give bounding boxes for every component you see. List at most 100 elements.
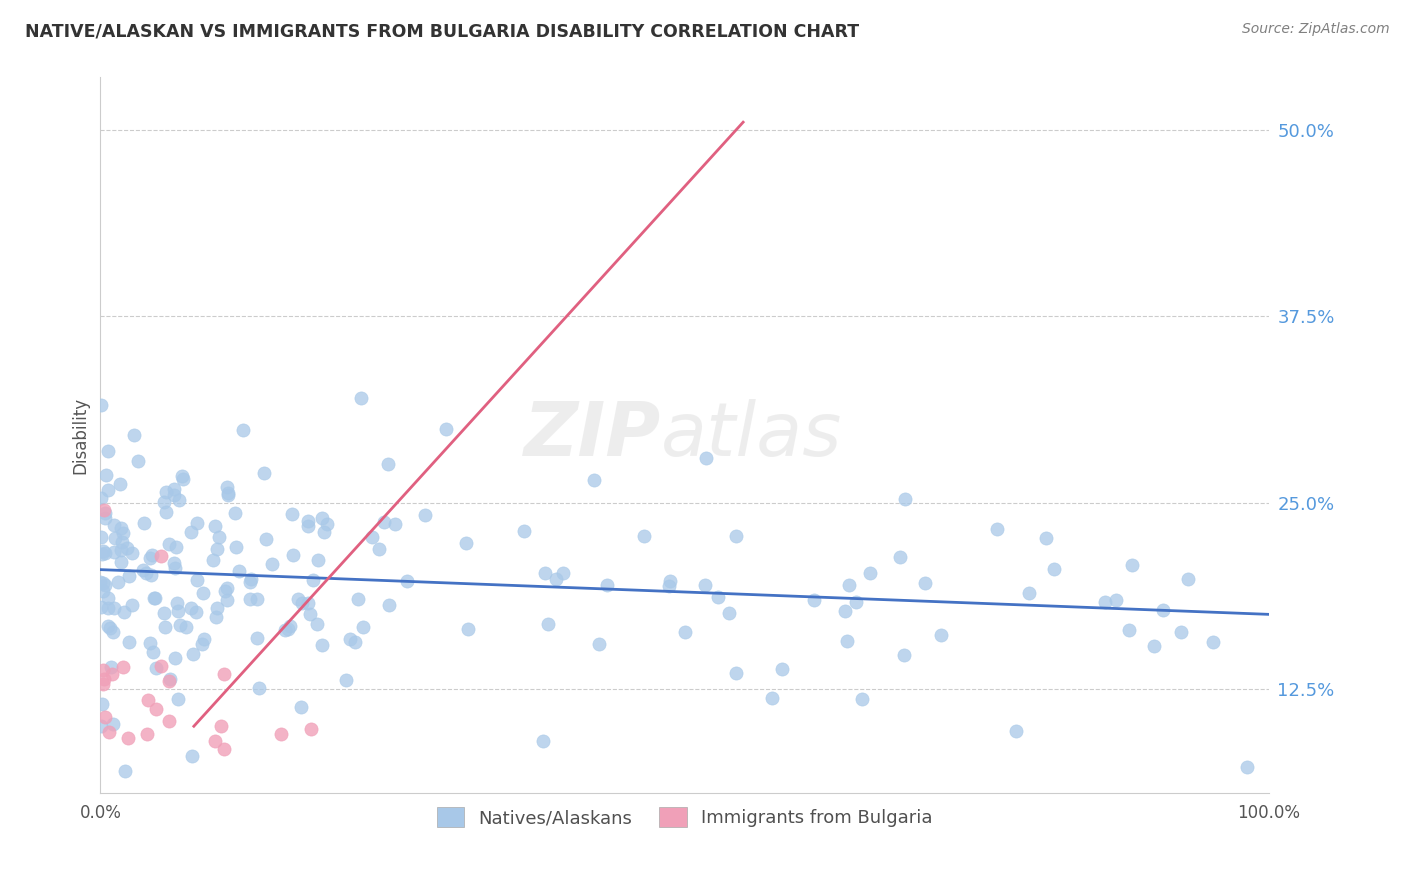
Point [299, 723, 322, 737]
Point [260, 557, 283, 571]
Point [101, 667, 124, 681]
Point [103, 600, 125, 615]
Point [204, 734, 226, 748]
Point [588, 637, 610, 651]
Point [228, 564, 250, 578]
Point [305, 616, 328, 631]
Point [513, 524, 536, 538]
Point [163, 651, 186, 665]
Text: NATIVE/ALASKAN VS IMMIGRANTS FROM BULGARIA DISABILITY CORRELATION CHART: NATIVE/ALASKAN VS IMMIGRANTS FROM BULGAR… [25, 22, 859, 40]
Point [94, 506, 117, 520]
Point [297, 514, 319, 528]
Point [1236, 760, 1258, 774]
Point [311, 638, 333, 652]
Y-axis label: Disability: Disability [72, 397, 89, 474]
Point [537, 617, 560, 632]
Point [204, 518, 226, 533]
Point [246, 591, 269, 606]
Point [277, 622, 299, 636]
Point [297, 596, 319, 610]
Point [837, 634, 859, 648]
Point [287, 592, 309, 607]
Point [124, 428, 146, 442]
Point [695, 451, 717, 466]
Point [217, 488, 239, 502]
Point [339, 632, 361, 646]
Point [90, 491, 112, 505]
Point [706, 591, 728, 605]
Point [103, 517, 125, 532]
Point [167, 604, 190, 618]
Point [217, 486, 239, 500]
Point [131, 563, 153, 577]
Point [112, 526, 135, 541]
Point [838, 577, 860, 591]
Point [127, 454, 149, 468]
Point [673, 625, 696, 640]
Point [1043, 562, 1066, 576]
Point [186, 516, 208, 531]
Point [215, 581, 238, 595]
Point [166, 692, 188, 706]
Point [191, 637, 214, 651]
Point [1018, 586, 1040, 600]
Point [90, 530, 112, 544]
Point [246, 631, 269, 645]
Point [121, 546, 143, 560]
Point [104, 531, 127, 545]
Point [1143, 639, 1166, 653]
Point [150, 659, 173, 673]
Point [110, 556, 132, 570]
Point [143, 591, 166, 606]
Point [163, 488, 186, 502]
Point [132, 516, 155, 530]
Point [142, 645, 165, 659]
Point [112, 659, 135, 673]
Point [93, 503, 115, 517]
Point [121, 598, 143, 612]
Point [118, 635, 141, 649]
Point [155, 484, 177, 499]
Point [893, 491, 915, 506]
Point [180, 524, 202, 539]
Point [247, 681, 270, 695]
Point [367, 542, 389, 557]
Point [91, 576, 114, 591]
Point [93, 577, 115, 591]
Point [97, 443, 120, 458]
Point [207, 542, 229, 557]
Point [859, 566, 882, 580]
Point [110, 521, 132, 535]
Point [186, 574, 208, 588]
Point [531, 734, 554, 748]
Point [583, 473, 606, 487]
Point [136, 727, 159, 741]
Point [165, 540, 187, 554]
Point [90, 547, 112, 561]
Point [232, 423, 254, 437]
Point [90, 599, 112, 614]
Point [118, 569, 141, 583]
Point [108, 476, 131, 491]
Point [209, 719, 232, 733]
Point [93, 511, 115, 525]
Point [145, 702, 167, 716]
Point [316, 517, 339, 532]
Point [1170, 625, 1192, 640]
Point [141, 568, 163, 582]
Point [659, 574, 682, 588]
Point [1094, 594, 1116, 608]
Point [553, 566, 575, 580]
Point [253, 466, 276, 480]
Point [217, 592, 239, 607]
Point [97, 591, 120, 606]
Point [181, 647, 204, 661]
Point [1121, 558, 1143, 572]
Point [281, 507, 304, 521]
Point [384, 517, 406, 532]
Point [90, 719, 112, 733]
Point [101, 625, 124, 640]
Point [94, 710, 117, 724]
Point [239, 572, 262, 586]
Point [157, 674, 180, 689]
